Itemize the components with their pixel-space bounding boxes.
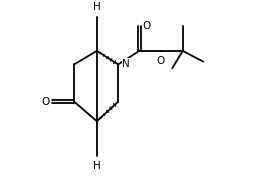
Text: N: N <box>122 59 130 69</box>
Text: O: O <box>156 56 165 66</box>
Text: H: H <box>93 2 101 12</box>
Text: H: H <box>93 161 101 171</box>
Text: O: O <box>41 97 49 107</box>
Text: O: O <box>142 22 151 32</box>
